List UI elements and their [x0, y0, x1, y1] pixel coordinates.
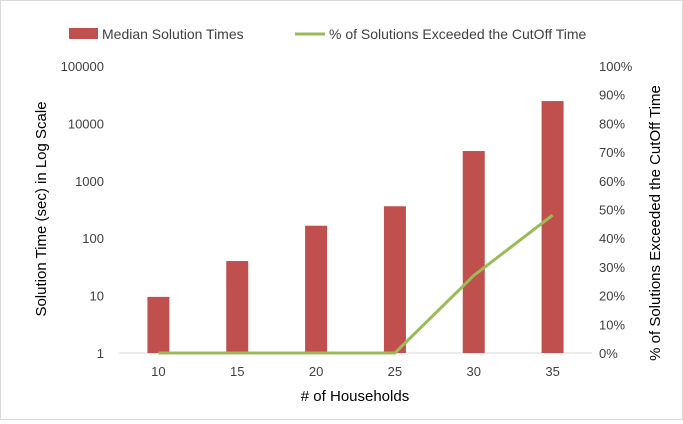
y2-tick-label: 100% [599, 59, 633, 74]
x-tick-label: 30 [467, 364, 481, 379]
y-tick-label: 10000 [68, 116, 104, 131]
line-cutoff-percent [158, 215, 552, 353]
y-tick-label: 100000 [61, 59, 104, 74]
y-tick-label: 1 [97, 346, 104, 361]
y2-tick-label: 60% [599, 174, 625, 189]
bar-15 [226, 261, 248, 353]
legend-label-bar: Median Solution Times [102, 26, 244, 42]
bar-30 [463, 151, 485, 353]
legend-label-line: % of Solutions Exceeded the CutOff Time [329, 26, 587, 42]
bar-10 [147, 297, 169, 353]
x-tick-label: 20 [309, 364, 323, 379]
x-tick-label: 25 [388, 364, 402, 379]
y-tick-label: 100 [82, 231, 104, 246]
y2-tick-label: 10% [599, 317, 625, 332]
y-axis-title: Solution Time (sec) in Log Scale [33, 101, 50, 316]
x-axis-title: # of Households [301, 388, 409, 405]
legend: Median Solution Times % of Solutions Exc… [69, 26, 587, 42]
x-tick-label: 35 [545, 364, 559, 379]
y2-tick-label: 40% [599, 231, 625, 246]
bar-25 [384, 206, 406, 353]
y2-tick-label: 70% [599, 145, 625, 160]
x-axis-ticks: 10 15 20 25 30 35 [151, 364, 560, 379]
y2-tick-label: 20% [599, 289, 625, 304]
y-tick-label: 10 [90, 289, 104, 304]
legend-swatch-bar [69, 28, 98, 39]
bar-20 [305, 226, 327, 353]
y2-tick-label: 30% [599, 260, 625, 275]
y-tick-label: 1000 [75, 174, 104, 189]
x-tick-label: 15 [230, 364, 244, 379]
y-axis-ticks: 1 10 100 1000 10000 100000 [61, 59, 104, 361]
bar-35 [542, 101, 564, 353]
y2-tick-label: 90% [599, 88, 625, 103]
y2-tick-label: 80% [599, 116, 625, 131]
line-series [158, 215, 552, 353]
bars [147, 101, 563, 353]
x-tick-label: 10 [151, 364, 165, 379]
y2-tick-label: 50% [599, 203, 625, 218]
y2-axis-title: % of Solutions Exceeded the CutOff Time [647, 85, 664, 361]
y2-axis-ticks: 0% 10% 20% 30% 40% 50% 60% 70% 80% 90% 100% [599, 59, 633, 361]
y2-tick-label: 0% [599, 346, 618, 361]
